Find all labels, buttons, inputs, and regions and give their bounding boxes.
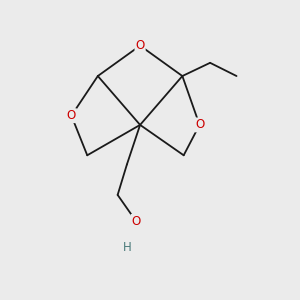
Text: O: O: [67, 109, 76, 122]
Text: H: H: [122, 241, 131, 254]
Text: O: O: [195, 118, 204, 131]
Text: O: O: [136, 39, 145, 52]
Text: O: O: [131, 215, 141, 228]
